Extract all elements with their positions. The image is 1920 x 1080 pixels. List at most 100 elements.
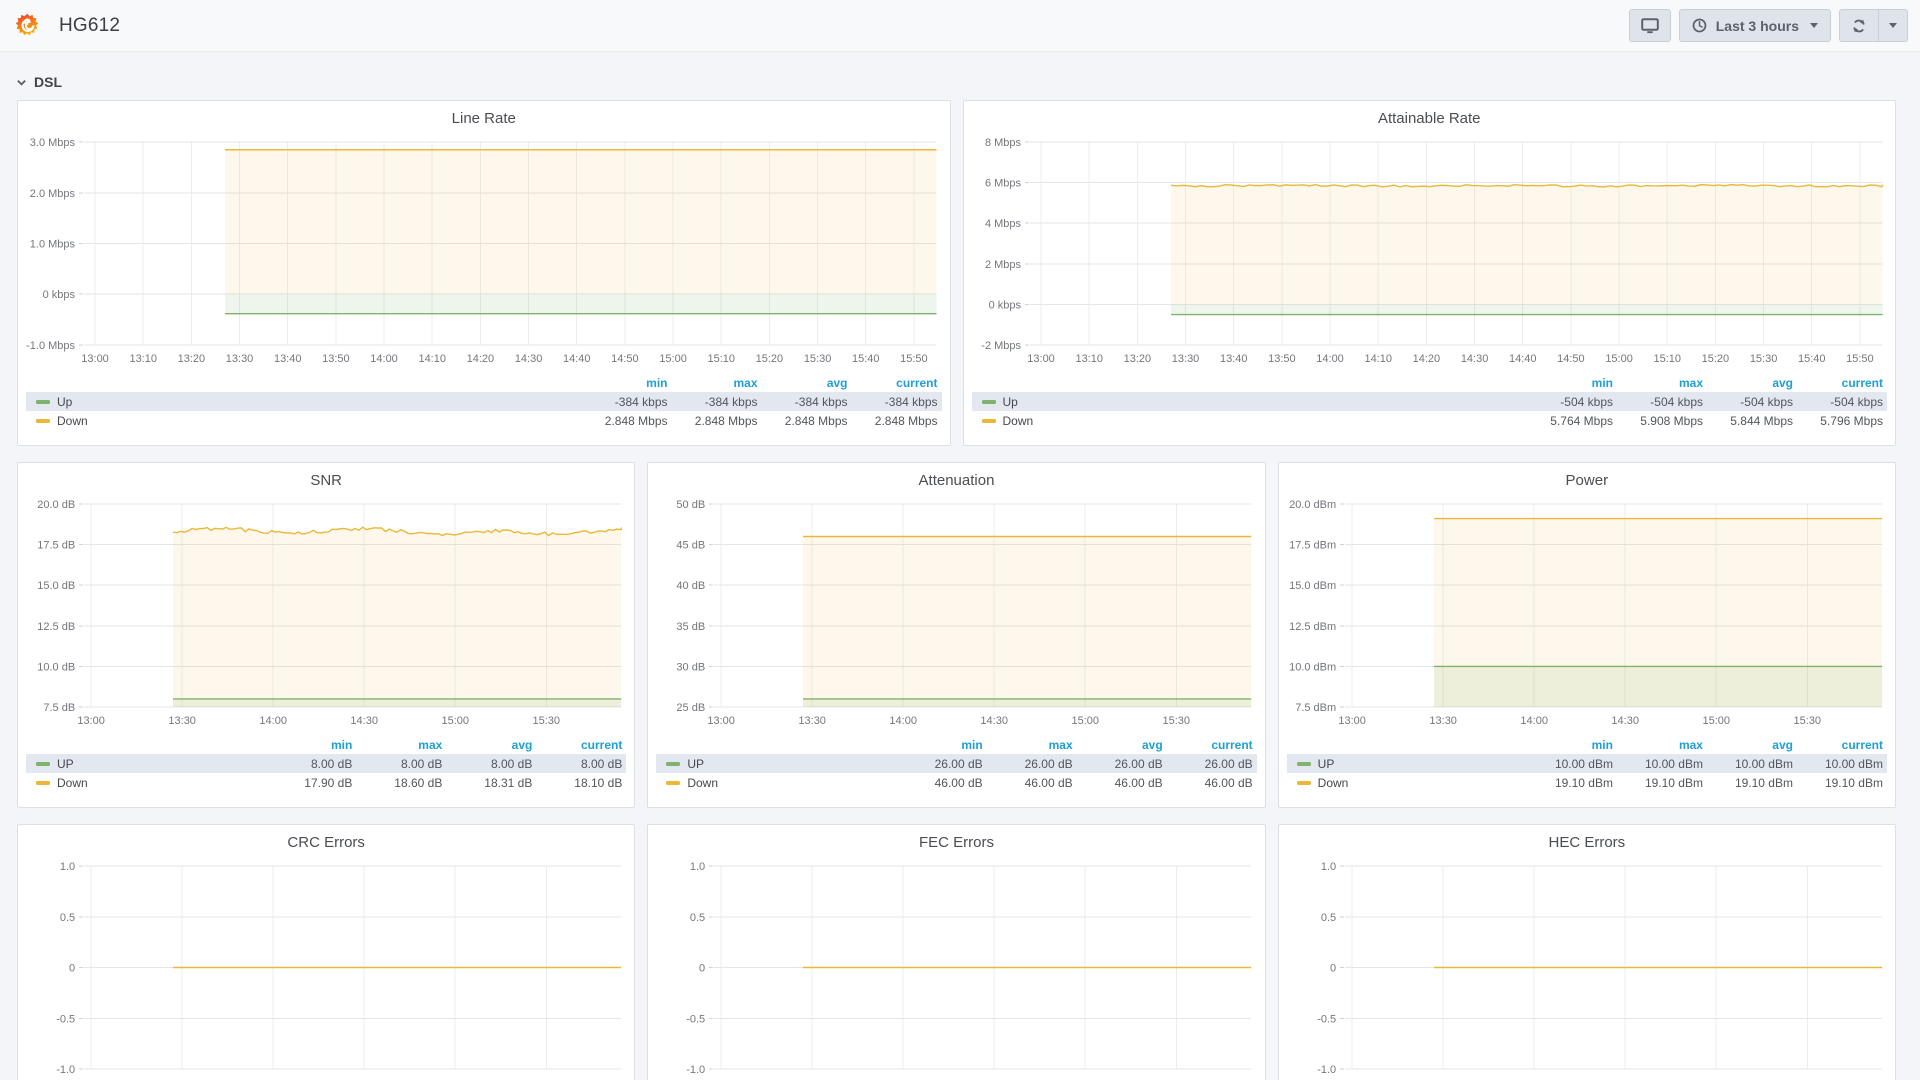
panel-title[interactable]: SNR bbox=[310, 472, 342, 489]
legend-column-current[interactable]: current bbox=[1841, 376, 1883, 390]
y-axis-tick-label: 40 dB bbox=[677, 580, 706, 592]
legend-series-toggle[interactable]: Down bbox=[981, 414, 1524, 428]
legend-column-current[interactable]: current bbox=[896, 376, 938, 390]
dashboard-title[interactable]: HG612 bbox=[59, 14, 121, 36]
legend-series-toggle[interactable]: Down bbox=[36, 776, 262, 790]
grafana-logo-icon[interactable] bbox=[14, 12, 41, 39]
legend-series-toggle[interactable]: Down bbox=[1296, 776, 1523, 790]
time-range-picker-button[interactable]: Last 3 hours bbox=[1678, 9, 1831, 42]
legend-value: 46.00 dB bbox=[1204, 775, 1253, 790]
legend-column-min[interactable]: min bbox=[330, 738, 353, 752]
panel-snr: SNR 20.0 dB 17.5 dB 15.0 dB 12.5 dB 10.0 dB 7… bbox=[17, 462, 636, 808]
y-axis-tick-label: -1.0 bbox=[1317, 1064, 1336, 1076]
legend-series-toggle[interactable]: Up bbox=[981, 395, 1524, 409]
chart-plot[interactable]: 1.0 0.5 0 -0.5 -1.0 bbox=[1287, 859, 1887, 1080]
legend-column-current[interactable]: current bbox=[580, 738, 623, 752]
x-axis-tick-label: 14:10 bbox=[1364, 353, 1392, 365]
chart-plot[interactable]: 1.0 0.5 0 -0.5 -1.0 bbox=[656, 859, 1256, 1080]
x-axis-tick-label: 15:30 bbox=[1749, 353, 1777, 365]
refresh-button[interactable] bbox=[1839, 9, 1879, 42]
panel-attenuation: Attenuation 50 dB 45 dB 40 dB 35 dB 30 dB 25 … bbox=[647, 462, 1266, 808]
tv-mode-button[interactable] bbox=[1628, 9, 1671, 42]
legend-value: 26.00 dB bbox=[1204, 756, 1253, 771]
panel-title[interactable]: Line Rate bbox=[451, 110, 516, 127]
x-axis-tick-label: 14:00 bbox=[1316, 353, 1344, 365]
legend-value: 18.60 dB bbox=[394, 775, 443, 790]
x-axis-tick-label: 14:00 bbox=[370, 353, 398, 365]
legend-series-toggle[interactable]: UP bbox=[36, 757, 262, 771]
y-axis-tick-label: 20.0 dB bbox=[37, 499, 75, 511]
legend-value: 5.844 Mbps bbox=[1730, 413, 1793, 428]
x-axis-tick-label: 15:50 bbox=[1846, 353, 1874, 365]
chart-plot[interactable]: 20.0 dB 17.5 dB 15.0 dB 12.5 dB 10.0 dB 7.5 d… bbox=[26, 497, 626, 732]
legend-column-max[interactable]: max bbox=[1048, 738, 1073, 752]
y-axis-tick-label: 0 bbox=[699, 963, 705, 975]
legend-row-up: Up -504 kbps -504 kbps -504 kbps -504 kbps bbox=[971, 392, 1887, 411]
chart-plot[interactable]: 3.0 Mbps 2.0 Mbps 1.0 Mbps 0 kbps -1.0 Mbps 1… bbox=[26, 135, 942, 370]
y-axis-tick-label: 17.5 dBm bbox=[1289, 540, 1336, 552]
legend-value: 2.848 Mbps bbox=[694, 413, 758, 428]
legend-series-toggle[interactable]: Down bbox=[36, 414, 578, 428]
y-axis-tick-label: 8 Mbps bbox=[984, 137, 1021, 149]
legend-column-avg[interactable]: avg bbox=[826, 376, 848, 390]
chart-legend: min max avg current UP 26.00 dB 26.00 dB 26.00 … bbox=[656, 736, 1257, 792]
x-axis-tick-label: 14:30 bbox=[1460, 353, 1488, 365]
legend-series-toggle[interactable]: UP bbox=[666, 757, 892, 771]
legend-column-min[interactable]: min bbox=[1591, 376, 1613, 390]
dsl-row-toggle[interactable]: DSL bbox=[0, 52, 1920, 96]
panel-title[interactable]: HEC Errors bbox=[1548, 834, 1626, 851]
legend-column-avg[interactable]: avg bbox=[1772, 376, 1793, 390]
y-axis-tick-label: 1.0 Mbps bbox=[30, 239, 76, 251]
x-axis-tick-label: 14:10 bbox=[418, 353, 446, 365]
legend-series-toggle[interactable]: UP bbox=[1296, 757, 1523, 771]
legend-row-up: UP 26.00 dB 26.00 dB 26.00 dB 26.00 dB bbox=[656, 754, 1257, 773]
legend-column-min[interactable]: min bbox=[961, 738, 983, 752]
legend-column-max[interactable]: max bbox=[1678, 738, 1703, 752]
legend-column-max[interactable]: max bbox=[1678, 376, 1703, 390]
legend-row-down: Down 5.764 Mbps 5.908 Mbps 5.844 Mbps 5.796 … bbox=[972, 411, 1888, 430]
legend-value: 17.90 dB bbox=[304, 775, 353, 790]
legend-column-avg[interactable]: avg bbox=[1141, 738, 1163, 752]
y-axis-tick-label: -1.0 bbox=[687, 1064, 706, 1076]
panel-title[interactable]: Power bbox=[1565, 472, 1609, 489]
legend-series-toggle[interactable]: Up bbox=[36, 395, 578, 409]
x-axis-tick-label: 13:30 bbox=[1429, 715, 1457, 727]
refresh-interval-dropdown-button[interactable] bbox=[1879, 9, 1908, 42]
panel-title[interactable]: Attenuation bbox=[918, 472, 995, 489]
legend-value: 8.00 dB bbox=[400, 756, 443, 771]
x-axis-tick-label: 13:30 bbox=[226, 353, 254, 365]
legend-column-max[interactable]: max bbox=[418, 738, 443, 752]
panel-title[interactable]: FEC Errors bbox=[918, 834, 994, 851]
chart-plot[interactable]: 8 Mbps 6 Mbps 4 Mbps 2 Mbps 0 kbps -2 Mbps 13:… bbox=[972, 135, 1888, 370]
x-axis-tick-label: 13:10 bbox=[1075, 353, 1103, 365]
legend-column-current[interactable]: current bbox=[1841, 738, 1883, 752]
legend-column-max[interactable]: max bbox=[733, 376, 758, 390]
legend-column-current[interactable]: current bbox=[1211, 738, 1253, 752]
y-axis-tick-label: 2 Mbps bbox=[984, 259, 1021, 271]
y-axis-tick-label: 4 Mbps bbox=[984, 218, 1021, 230]
legend-column-min[interactable]: min bbox=[1591, 738, 1613, 752]
legend-row-down: Down 17.90 dB 18.60 dB 18.31 dB 18.10 dB bbox=[26, 773, 626, 792]
y-axis-tick-label: 0 kbps bbox=[988, 299, 1021, 311]
x-axis-tick-label: 14:40 bbox=[1508, 353, 1536, 365]
x-axis-tick-label: 14:50 bbox=[1557, 353, 1585, 365]
x-axis-tick-label: 15:30 bbox=[1163, 715, 1191, 727]
yellow-series-swatch-icon bbox=[666, 780, 681, 785]
y-axis-tick-label: 25 dB bbox=[677, 702, 706, 714]
legend-series-toggle[interactable]: Down bbox=[666, 776, 892, 790]
panel-row-3: CRC Errors 1.0 0.5 0 -0.5 -1.0 FEC Errors 1.… bbox=[17, 824, 1896, 1080]
panel-row-1: Line Rate 3.0 Mbps 2.0 Mbps 1.0 Mbps 0 kbps… bbox=[17, 100, 1896, 446]
panel-title[interactable]: CRC Errors bbox=[287, 834, 365, 851]
panel-title[interactable]: Attainable Rate bbox=[1377, 110, 1481, 127]
y-axis-tick-label: 1.0 bbox=[60, 861, 75, 873]
chart-plot[interactable]: 20.0 dBm 17.5 dBm 15.0 dBm 12.5 dBm 10.0 dBm… bbox=[1287, 497, 1887, 732]
x-axis-tick-label: 14:00 bbox=[259, 715, 287, 727]
legend-column-avg[interactable]: avg bbox=[511, 738, 533, 752]
chart-legend: min max avg current Up -504 kbps -504 kbps -504… bbox=[971, 374, 1888, 430]
legend-column-avg[interactable]: avg bbox=[1772, 738, 1793, 752]
legend-column-min[interactable]: min bbox=[646, 376, 668, 390]
legend-value: 10.00 dBm bbox=[1554, 756, 1613, 771]
legend-value: 18.10 dB bbox=[574, 775, 623, 790]
chart-plot[interactable]: 1.0 0.5 0 -0.5 -1.0 bbox=[26, 859, 626, 1080]
